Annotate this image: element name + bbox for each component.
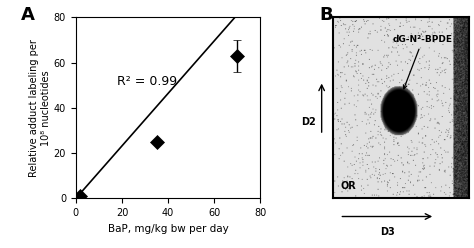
- Text: OR: OR: [341, 181, 356, 191]
- Text: B: B: [319, 6, 333, 25]
- Text: dG-N²-BPDE: dG-N²-BPDE: [393, 35, 453, 89]
- Text: D2: D2: [301, 117, 316, 127]
- Text: A: A: [20, 6, 35, 25]
- Text: D3: D3: [380, 227, 395, 237]
- X-axis label: BaP, mg/kg bw per day: BaP, mg/kg bw per day: [108, 224, 228, 234]
- Y-axis label: Relative adduct labeling per
10⁸ nucleotides: Relative adduct labeling per 10⁸ nucleot…: [29, 39, 51, 177]
- Text: R² = 0.99: R² = 0.99: [118, 75, 177, 88]
